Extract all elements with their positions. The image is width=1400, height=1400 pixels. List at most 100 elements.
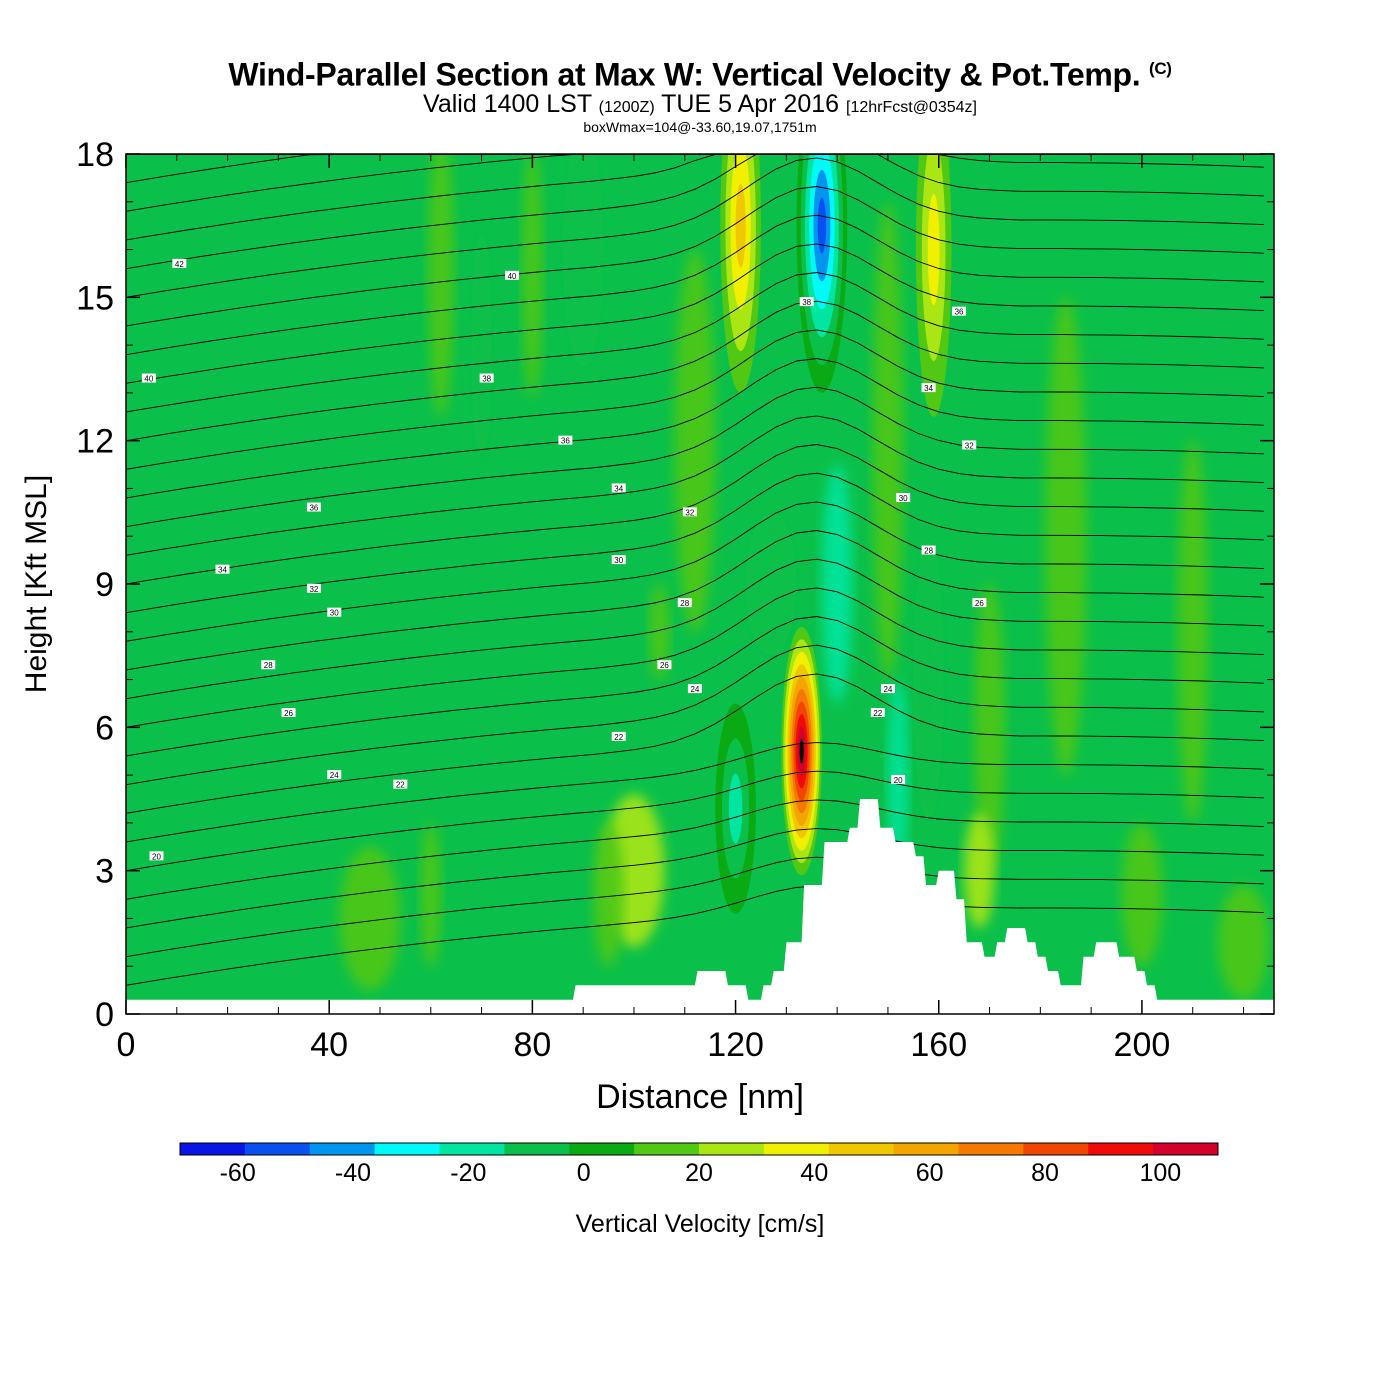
w-streak <box>974 584 1005 871</box>
svg-text:20: 20 <box>894 776 903 785</box>
y-tick-label: 6 <box>95 709 114 747</box>
svg-text:22: 22 <box>614 733 623 742</box>
title-block: Wind-Parallel Section at Max W: Vertical… <box>0 52 1400 135</box>
x-tick-label: 0 <box>117 1026 136 1064</box>
theta-contour-label: 24 <box>880 684 895 694</box>
colorbar-tick-label: 20 <box>685 1159 713 1187</box>
theta-contour <box>126 186 1264 327</box>
w-streak <box>1218 885 1269 1000</box>
theta-contour <box>126 386 1264 528</box>
svg-text:32: 32 <box>685 508 694 517</box>
svg-text:30: 30 <box>899 494 908 503</box>
svg-text:40: 40 <box>508 272 517 281</box>
theta-contour-label: 34 <box>611 483 626 493</box>
colorbar-swatch <box>180 1143 246 1155</box>
y-axis-label: Height [Kft MSL] <box>20 475 53 693</box>
colorbar-swatch <box>634 1143 700 1155</box>
colorbar: -60 -40 -20 0 20 40 60 80 100 <box>179 1142 1219 1187</box>
w-streak <box>1045 297 1087 776</box>
colorbar-frame <box>179 1142 1219 1156</box>
theta-contour <box>126 501 1264 642</box>
svg-text:26: 26 <box>660 661 669 670</box>
colorbar-swatch <box>439 1143 505 1155</box>
theta-contour-label: 22 <box>393 779 408 790</box>
colorbar-tick-label: 80 <box>1031 1159 1059 1187</box>
svg-text:26: 26 <box>284 709 293 718</box>
colorbar-swatch <box>828 1143 895 1155</box>
valid-utc: (1200Z) <box>598 98 655 116</box>
x-tick-label: 40 <box>310 1026 348 1064</box>
colorbar-swatch <box>699 1143 765 1155</box>
colorbar-swatch <box>569 1143 635 1155</box>
svg-text:24: 24 <box>330 771 339 780</box>
valid-time: Valid 1400 LST (1200Z) TUE 5 Apr 2016 [1… <box>0 89 1400 120</box>
svg-text:22: 22 <box>396 781 405 790</box>
colorbar-swatch <box>1088 1143 1154 1155</box>
theta-contour <box>126 742 1264 843</box>
theta-contour-label: 26 <box>657 660 672 670</box>
theta-contour-label: 38 <box>799 297 814 307</box>
y-tick-label: 18 <box>76 136 114 174</box>
w-streak <box>471 225 492 465</box>
x-axis-label: Distance [nm] <box>596 1078 804 1116</box>
theta-contour-label: 26 <box>281 708 296 718</box>
svg-text:28: 28 <box>264 661 273 670</box>
colorbar-swatch <box>1023 1143 1089 1155</box>
theta-contour-label: 30 <box>611 555 626 565</box>
valid-prefix: Valid 1400 LST <box>423 89 592 118</box>
colorbar-tick-label: -20 <box>450 1159 486 1187</box>
theta-contour <box>126 616 1264 757</box>
w-streak <box>1121 822 1163 967</box>
svg-text:42: 42 <box>175 260 184 269</box>
theta-contour-label: 28 <box>677 598 692 608</box>
svg-text:28: 28 <box>924 547 933 556</box>
chart-title: Wind-Parallel Section at Max W: Vertical… <box>0 52 1400 92</box>
box-wmax-info: boxWmax=104@-33.60,19.07,1751m <box>583 118 817 135</box>
theta-contour-label: 22 <box>870 708 885 718</box>
w-streak <box>428 154 454 417</box>
theta-contour <box>126 799 1264 900</box>
theta-contour-label: 30 <box>327 607 342 618</box>
theta-contour <box>126 885 1264 986</box>
theta-contour-label: 32 <box>962 440 977 450</box>
vertical-velocity-field <box>126 154 1274 1014</box>
colorbar-tick-label: 40 <box>800 1159 828 1187</box>
theta-contour-label: 40 <box>505 270 520 281</box>
svg-text:30: 30 <box>330 609 339 618</box>
theta-contour <box>126 673 1264 814</box>
theta-contour-label: 36 <box>558 435 573 446</box>
w-streak <box>821 464 853 704</box>
w-streak <box>562 154 604 369</box>
theta-contour-labels: 42 40 40 38 36 36 34 34 32 32 30 30 28 28 26 26 24 24 22 22… <box>141 258 987 861</box>
colorbar-label: Vertical Velocity [cm/s] <box>576 1210 825 1238</box>
theta-contour-label: 38 <box>479 373 494 384</box>
y-tick-label: 0 <box>95 996 114 1034</box>
x-tick-label: 160 <box>910 1026 967 1064</box>
forecast-info: [12hrFcst@0354z] <box>846 98 977 116</box>
valid-date: TUE 5 Apr 2016 <box>661 89 840 118</box>
w-streak <box>964 813 995 929</box>
w-feature-1 <box>817 197 827 254</box>
colorbar-swatch <box>763 1143 830 1155</box>
theta-contour <box>126 243 1264 384</box>
theta-contour-label: 28 <box>921 545 936 556</box>
colorbar-swatch <box>309 1143 376 1155</box>
theta-contour <box>126 770 1264 872</box>
svg-text:24: 24 <box>690 685 699 694</box>
svg-text:34: 34 <box>614 484 623 493</box>
w-feature-4 <box>927 193 940 306</box>
svg-text:22: 22 <box>873 709 882 718</box>
theta-contour <box>126 272 1264 413</box>
theta-contour <box>126 154 1264 270</box>
svg-text:28: 28 <box>680 599 689 608</box>
w-streak <box>674 249 716 632</box>
w-streak <box>1177 440 1208 823</box>
svg-text:24: 24 <box>883 685 892 694</box>
theta-contour <box>126 530 1264 671</box>
theta-contour-label: 28 <box>261 660 276 670</box>
x-tick-label: 80 <box>513 1026 551 1064</box>
colorbar-swatch <box>1153 1143 1219 1155</box>
terrain-profile <box>126 799 1274 1014</box>
